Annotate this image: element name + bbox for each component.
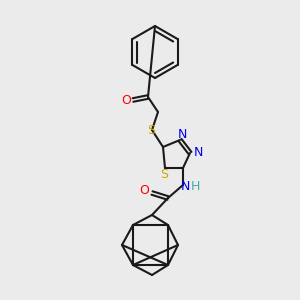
Text: N: N (180, 179, 190, 193)
Text: O: O (121, 94, 131, 106)
Text: H: H (190, 179, 200, 193)
Text: S: S (147, 124, 155, 136)
Text: N: N (177, 128, 187, 142)
Text: N: N (193, 146, 203, 160)
Text: S: S (160, 169, 168, 182)
Text: O: O (139, 184, 149, 197)
